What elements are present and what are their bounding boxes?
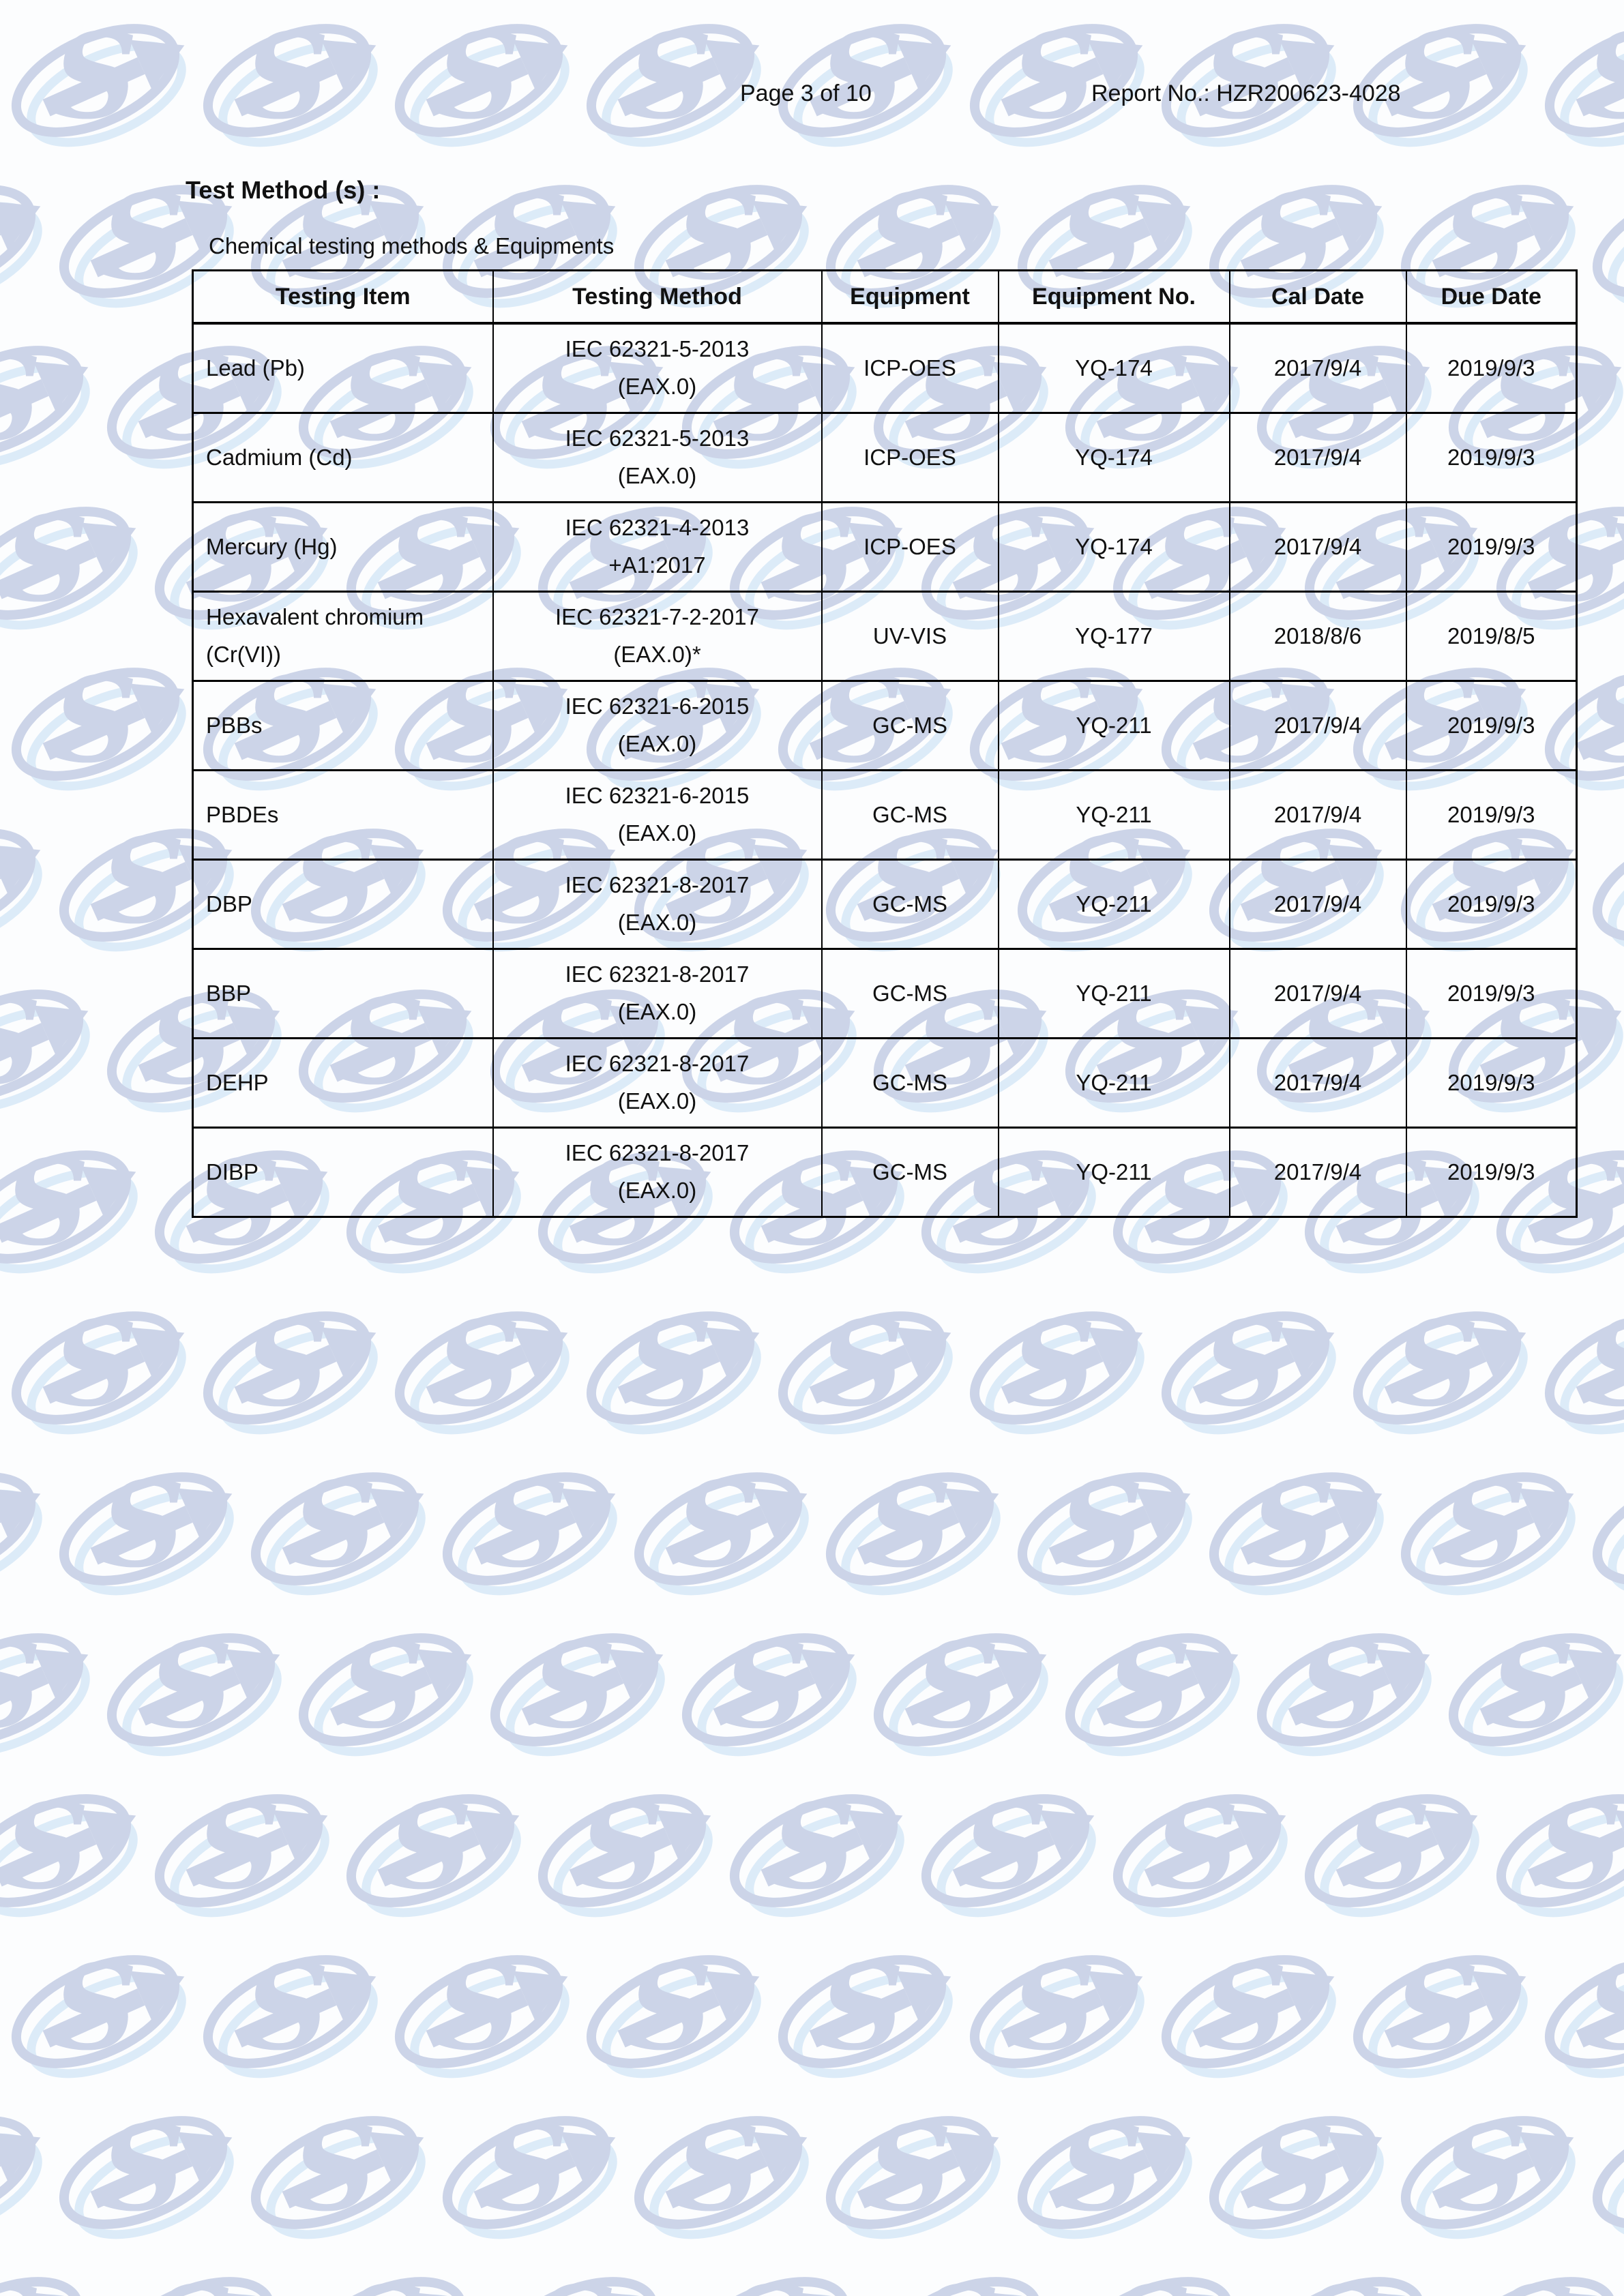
cell-testing-method: IEC 62321-5-2013 (EAX.0) [492,322,823,414]
cell-testing-method: IEC 62321-7-2-2017 (EAX.0)* [492,591,823,682]
cell-due-date: 2019/9/3 [1405,322,1578,414]
cell-due-date: 2019/9/3 [1405,948,1578,1039]
cell-testing-method: IEC 62321-5-2013 (EAX.0) [492,412,823,503]
cell-cal-date: 2017/9/4 [1228,948,1407,1039]
column-header-testing-item: Testing Item [192,269,494,325]
table-row: DEHP IEC 62321-8-2017 (EAX.0) GC-MS YQ-2… [192,1037,1578,1129]
table-row: DBP IEC 62321-8-2017 (EAX.0) GC-MS YQ-21… [192,859,1578,950]
cell-equipment-no: YQ-174 [997,412,1230,503]
table-row: DIBP IEC 62321-8-2017 (EAX.0) GC-MS YQ-2… [192,1127,1578,1218]
cell-due-date: 2019/9/3 [1405,859,1578,950]
cell-testing-item: DBP [192,859,494,950]
cell-testing-item: DIBP [192,1127,494,1218]
cell-equipment: GC-MS [821,680,999,771]
cell-testing-method: IEC 62321-8-2017 (EAX.0) [492,1127,823,1218]
cell-equipment: ICP-OES [821,322,999,414]
cell-testing-item: Hexavalent chromium (Cr(VI)) [192,591,494,682]
cell-cal-date: 2017/9/4 [1228,859,1407,950]
cell-testing-method: IEC 62321-6-2015 (EAX.0) [492,680,823,771]
cell-equipment: GC-MS [821,1037,999,1129]
page-number-label: Page 3 of 10 [740,80,872,106]
cell-due-date: 2019/9/3 [1405,680,1578,771]
cell-equipment-no: YQ-211 [997,1037,1230,1129]
cell-testing-item: Mercury (Hg) [192,501,494,593]
cell-equipment-no: YQ-174 [997,501,1230,593]
column-header-equipment: Equipment [821,269,999,325]
column-header-cal-date: Cal Date [1228,269,1407,325]
cell-equipment-no: YQ-211 [997,680,1230,771]
cell-due-date: 2019/9/3 [1405,501,1578,593]
cell-due-date: 2019/9/3 [1405,1037,1578,1129]
table-row: Lead (Pb) IEC 62321-5-2013 (EAX.0) ICP-O… [192,322,1578,414]
cell-testing-item: PBBs [192,680,494,771]
cell-testing-item: PBDEs [192,769,494,861]
cell-due-date: 2019/9/3 [1405,769,1578,861]
cell-due-date: 2019/8/5 [1405,591,1578,682]
section-title: Test Method (s) : [186,176,381,204]
table-row: Cadmium (Cd) IEC 62321-5-2013 (EAX.0) IC… [192,412,1578,503]
cell-testing-item: DEHP [192,1037,494,1129]
table-header-row: Testing Item Testing Method Equipment Eq… [192,269,1578,325]
cell-equipment-no: YQ-211 [997,769,1230,861]
table-row: PBBs IEC 62321-6-2015 (EAX.0) GC-MS YQ-2… [192,680,1578,771]
cell-testing-method: IEC 62321-6-2015 (EAX.0) [492,769,823,861]
cell-testing-method: IEC 62321-8-2017 (EAX.0) [492,1037,823,1129]
cell-cal-date: 2017/9/4 [1228,769,1407,861]
cell-equipment: GC-MS [821,769,999,861]
cell-cal-date: 2017/9/4 [1228,1127,1407,1218]
column-header-testing-method: Testing Method [492,269,823,325]
section-subtitle: Chemical testing methods & Equipments [209,233,615,258]
cell-equipment-no: YQ-174 [997,322,1230,414]
cell-testing-item: Cadmium (Cd) [192,412,494,503]
cell-testing-method: IEC 62321-8-2017 (EAX.0) [492,948,823,1039]
table-row: PBDEs IEC 62321-6-2015 (EAX.0) GC-MS YQ-… [192,769,1578,861]
cell-equipment: GC-MS [821,859,999,950]
cell-cal-date: 2017/9/4 [1228,680,1407,771]
column-header-due-date: Due Date [1405,269,1578,325]
cell-equipment-no: YQ-211 [997,948,1230,1039]
cell-equipment: GC-MS [821,948,999,1039]
table-row: Hexavalent chromium (Cr(VI)) IEC 62321-7… [192,591,1578,682]
test-methods-table: Testing Item Testing Method Equipment Eq… [192,269,1578,1218]
cell-cal-date: 2017/9/4 [1228,1037,1407,1129]
column-header-equipment-no: Equipment No. [997,269,1230,325]
table-row: Mercury (Hg) IEC 62321-4-2013 +A1:2017 I… [192,501,1578,593]
cell-testing-method: IEC 62321-8-2017 (EAX.0) [492,859,823,950]
cell-equipment-no: YQ-211 [997,1127,1230,1218]
table-row: BBP IEC 62321-8-2017 (EAX.0) GC-MS YQ-21… [192,948,1578,1039]
cell-cal-date: 2017/9/4 [1228,412,1407,503]
cell-due-date: 2019/9/3 [1405,412,1578,503]
cell-equipment-no: YQ-211 [997,859,1230,950]
cell-cal-date: 2018/8/6 [1228,591,1407,682]
cell-cal-date: 2017/9/4 [1228,501,1407,593]
report-number-label: Report No.: HZR200623-4028 [1091,80,1401,106]
cell-testing-method: IEC 62321-4-2013 +A1:2017 [492,501,823,593]
cell-equipment-no: YQ-177 [997,591,1230,682]
cell-due-date: 2019/9/3 [1405,1127,1578,1218]
cell-equipment: ICP-OES [821,412,999,503]
cell-cal-date: 2017/9/4 [1228,322,1407,414]
cell-equipment: GC-MS [821,1127,999,1218]
cell-testing-item: Lead (Pb) [192,322,494,414]
cell-equipment: UV-VIS [821,591,999,682]
cell-equipment: ICP-OES [821,501,999,593]
cell-testing-item: BBP [192,948,494,1039]
